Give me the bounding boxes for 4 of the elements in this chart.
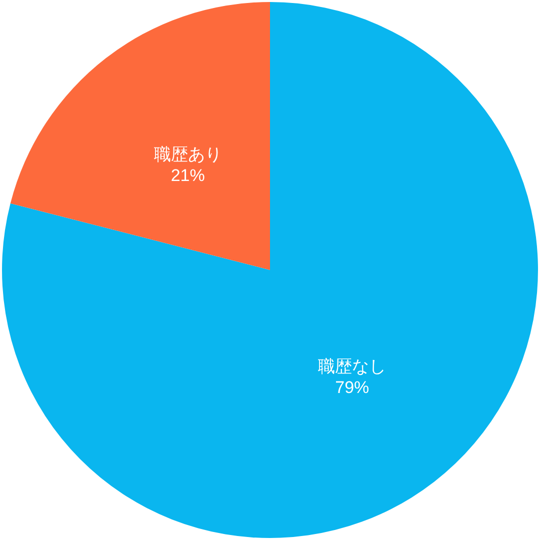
data-label: 79% xyxy=(335,378,370,397)
slice-label: 職歴なし xyxy=(318,356,386,376)
slice-label: 職歴あり xyxy=(154,145,222,164)
data-label: 21% xyxy=(170,166,205,186)
